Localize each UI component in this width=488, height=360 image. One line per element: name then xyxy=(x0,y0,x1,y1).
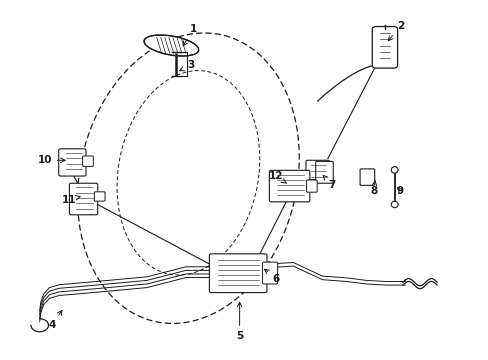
FancyBboxPatch shape xyxy=(69,183,98,215)
Ellipse shape xyxy=(390,167,397,173)
Text: 12: 12 xyxy=(268,171,286,183)
FancyBboxPatch shape xyxy=(359,169,374,185)
Text: 6: 6 xyxy=(264,269,279,284)
Text: 3: 3 xyxy=(179,60,194,71)
FancyBboxPatch shape xyxy=(59,149,86,176)
FancyBboxPatch shape xyxy=(82,156,93,166)
FancyBboxPatch shape xyxy=(269,170,309,202)
FancyBboxPatch shape xyxy=(371,27,397,68)
FancyBboxPatch shape xyxy=(315,161,332,183)
FancyBboxPatch shape xyxy=(262,262,277,284)
Ellipse shape xyxy=(390,201,397,208)
Text: 10: 10 xyxy=(37,155,65,165)
FancyBboxPatch shape xyxy=(306,180,317,192)
Text: 5: 5 xyxy=(236,302,243,341)
Text: 2: 2 xyxy=(387,21,404,41)
Text: 7: 7 xyxy=(323,175,335,190)
Text: 1: 1 xyxy=(183,24,197,46)
Text: 11: 11 xyxy=(61,195,80,205)
FancyBboxPatch shape xyxy=(305,160,329,180)
Text: 9: 9 xyxy=(396,186,403,196)
Text: 4: 4 xyxy=(48,311,62,330)
FancyBboxPatch shape xyxy=(209,254,266,293)
Text: 8: 8 xyxy=(369,180,377,196)
Ellipse shape xyxy=(144,35,198,56)
FancyBboxPatch shape xyxy=(94,192,105,201)
